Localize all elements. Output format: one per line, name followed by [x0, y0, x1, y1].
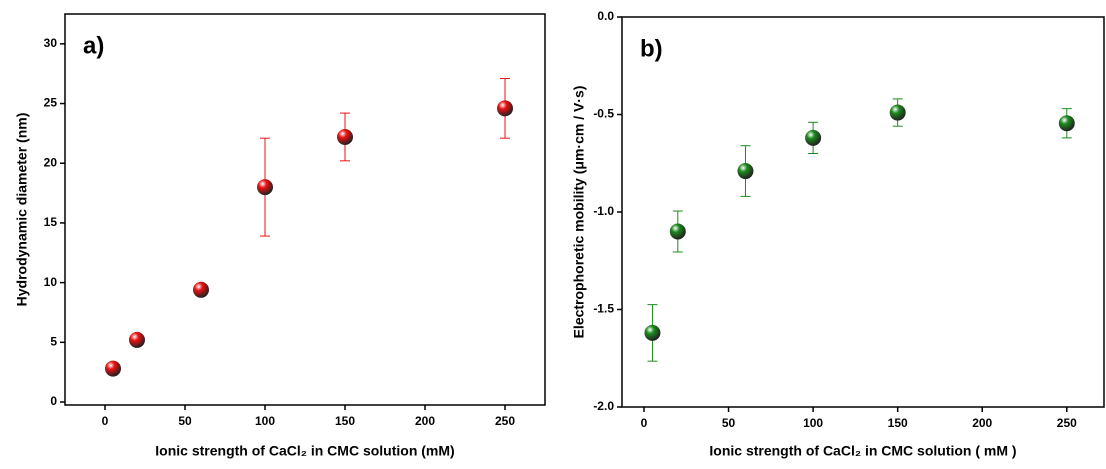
y-tick-label: 25 [44, 96, 58, 110]
x-axis-label: Ionic strength of CaCl₂ in CMC solution … [155, 443, 454, 459]
y-tick-label: -0.5 [593, 107, 614, 121]
y-tick-label: -1.0 [593, 204, 614, 218]
plot-frame [621, 16, 1105, 408]
x-tick-label: 100 [803, 416, 823, 430]
x-tick-label: 100 [255, 414, 275, 428]
y-tick-label: 10 [44, 275, 58, 289]
y-tick-label: 0.0 [597, 9, 614, 23]
x-tick-label: 50 [178, 414, 192, 428]
data-point [1058, 115, 1075, 132]
plot-frame [64, 13, 546, 406]
panel-label: a) [83, 32, 104, 59]
x-tick-label: 200 [972, 416, 992, 430]
x-axis-label: Ionic strength of CaCl₂ in CMC solution … [709, 443, 1016, 459]
data-point [257, 179, 273, 196]
x-tick-label: 150 [335, 414, 355, 428]
y-tick-label: 15 [44, 215, 58, 229]
data-point [129, 331, 145, 348]
y-axis-label: Electrophoretic mobility (μm·cm / V·s) [571, 86, 587, 339]
data-point [669, 223, 686, 240]
x-tick-label: 0 [641, 416, 648, 430]
data-point [193, 281, 209, 298]
data-point [337, 128, 353, 145]
data-point [497, 100, 513, 117]
x-tick-label: 150 [888, 416, 908, 430]
data-point [737, 163, 754, 180]
y-tick-label: 30 [44, 36, 58, 50]
x-tick-label: 0 [102, 414, 109, 428]
y-tick-label: -1.5 [593, 302, 614, 316]
data-point [889, 104, 906, 121]
data-point [644, 324, 661, 341]
x-tick-label: 250 [1057, 416, 1077, 430]
x-tick-label: 200 [415, 414, 435, 428]
x-tick-label: 250 [495, 414, 515, 428]
y-tick-label: 20 [44, 155, 58, 169]
x-tick-label: 50 [722, 416, 736, 430]
data-point [105, 360, 121, 377]
data-point [805, 129, 822, 146]
y-tick-label: 0 [50, 394, 57, 408]
y-axis-label: Hydrodynamic diameter (nm) [14, 113, 30, 307]
y-tick-label: -2.0 [593, 399, 614, 413]
y-tick-label: 5 [50, 334, 57, 348]
panel-label: b) [640, 35, 663, 62]
